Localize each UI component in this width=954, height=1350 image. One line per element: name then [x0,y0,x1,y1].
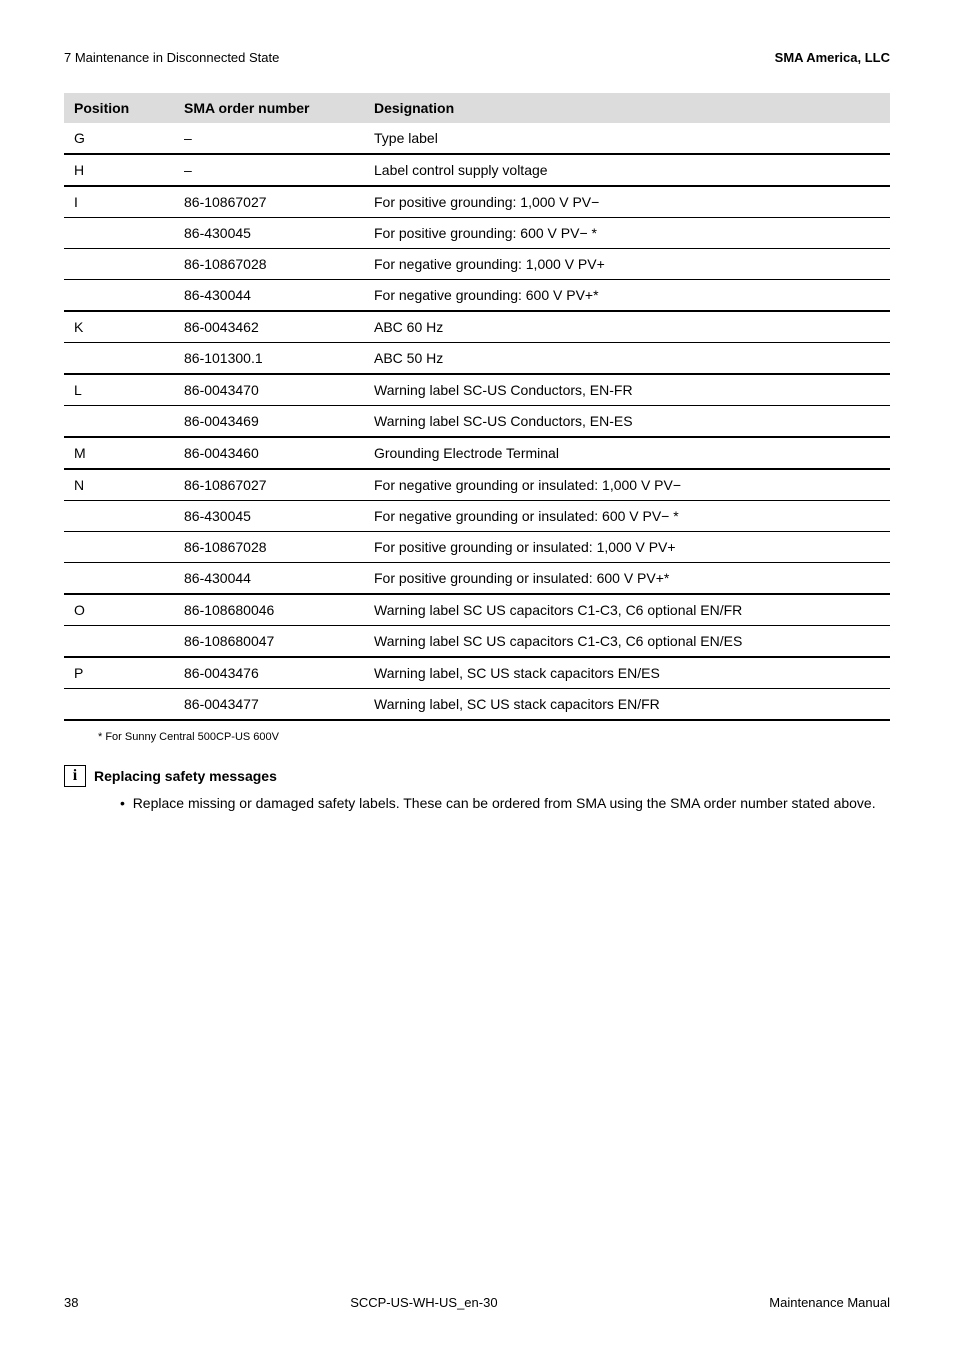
cell-desig: ABC 50 Hz [364,343,890,375]
footer-doc: SCCP-US-WH-US_en-30 [350,1295,497,1310]
info-bullet: • Replace missing or damaged safety labe… [120,793,890,813]
footer-page: 38 [64,1295,78,1310]
cell-order: 86-0043460 [174,437,364,469]
table-row: L86-0043470Warning label SC-US Conductor… [64,374,890,406]
cell-pos [64,563,174,595]
table-row: O86-108680046Warning label SC US capacit… [64,594,890,626]
cell-desig: For negative grounding: 1,000 V PV+ [364,249,890,280]
info-bullet-text: Replace missing or damaged safety labels… [133,795,876,811]
table-row: M86-0043460Grounding Electrode Terminal [64,437,890,469]
table-row: 86-10867028For positive grounding or ins… [64,532,890,563]
table-row: P86-0043476Warning label, SC US stack ca… [64,657,890,689]
cell-order: 86-108680047 [174,626,364,658]
table-row: K86-0043462ABC 60 Hz [64,311,890,343]
cell-order: 86-10867027 [174,186,364,218]
cell-desig: Warning label, SC US stack capacitors EN… [364,689,890,721]
cell-desig: Grounding Electrode Terminal [364,437,890,469]
cell-desig: Warning label SC US capacitors C1-C3, C6… [364,626,890,658]
cell-order: 86-430045 [174,218,364,249]
cell-desig: For positive grounding: 600 V PV− * [364,218,890,249]
col-designation: Designation [364,93,890,123]
info-heading: i Replacing safety messages [64,765,890,787]
cell-pos: P [64,657,174,689]
table-row: 86-101300.1ABC 50 Hz [64,343,890,375]
cell-desig: For positive grounding or insulated: 1,0… [364,532,890,563]
cell-desig: For negative grounding or insulated: 1,0… [364,469,890,501]
page-footer: 38 SCCP-US-WH-US_en-30 Maintenance Manua… [64,1295,890,1310]
cell-pos [64,626,174,658]
table-row: 86-0043477Warning label, SC US stack cap… [64,689,890,721]
cell-pos [64,280,174,312]
cell-order: 86-0043462 [174,311,364,343]
cell-pos [64,689,174,721]
cell-pos [64,249,174,280]
cell-order: 86-101300.1 [174,343,364,375]
cell-pos [64,343,174,375]
cell-order: 86-108680046 [174,594,364,626]
info-title: Replacing safety messages [94,768,277,784]
table-row: 86-0043469Warning label SC-US Conductors… [64,406,890,438]
cell-desig: Label control supply voltage [364,154,890,186]
cell-pos [64,501,174,532]
page-header: 7 Maintenance in Disconnected State SMA … [64,50,890,65]
cell-desig: Warning label SC-US Conductors, EN-FR [364,374,890,406]
table-footnote: * For Sunny Central 500CP-US 600V [98,731,890,743]
cell-pos [64,218,174,249]
info-icon: i [64,765,86,787]
cell-order: 86-0043470 [174,374,364,406]
cell-pos: L [64,374,174,406]
cell-order: 86-0043469 [174,406,364,438]
cell-order: 86-10867028 [174,532,364,563]
cell-desig: For positive grounding or insulated: 600… [364,563,890,595]
cell-pos: H [64,154,174,186]
cell-pos: N [64,469,174,501]
cell-desig: Warning label, SC US stack capacitors EN… [364,657,890,689]
cell-order: – [174,123,364,154]
cell-order: 86-10867028 [174,249,364,280]
cell-desig: For negative grounding or insulated: 600… [364,501,890,532]
cell-desig: For positive grounding: 1,000 V PV− [364,186,890,218]
table-row: 86-108680047Warning label SC US capacito… [64,626,890,658]
table-row: 86-430044For negative grounding: 600 V P… [64,280,890,312]
cell-order: – [174,154,364,186]
cell-pos: O [64,594,174,626]
col-position: Position [64,93,174,123]
cell-order: 86-430045 [174,501,364,532]
cell-pos [64,532,174,563]
cell-order: 86-10867027 [174,469,364,501]
table-row: N86-10867027For negative grounding or in… [64,469,890,501]
table-row: 86-430044For positive grounding or insul… [64,563,890,595]
table-row: 86-430045For negative grounding or insul… [64,501,890,532]
cell-pos: I [64,186,174,218]
footer-kind: Maintenance Manual [769,1295,890,1310]
header-company: SMA America, LLC [775,50,890,65]
cell-order: 86-0043476 [174,657,364,689]
cell-desig: Warning label SC US capacitors C1-C3, C6… [364,594,890,626]
table-header-row: Position SMA order number Designation [64,93,890,123]
table-row: 86-10867028For negative grounding: 1,000… [64,249,890,280]
cell-desig: Type label [364,123,890,154]
table-row: G–Type label [64,123,890,154]
cell-order: 86-430044 [174,280,364,312]
cell-pos [64,406,174,438]
cell-pos: K [64,311,174,343]
cell-order: 86-0043477 [174,689,364,721]
table-body: G–Type labelH–Label control supply volta… [64,123,890,720]
cell-desig: ABC 60 Hz [364,311,890,343]
col-order: SMA order number [174,93,364,123]
cell-pos: M [64,437,174,469]
table-row: H–Label control supply voltage [64,154,890,186]
cell-desig: Warning label SC-US Conductors, EN-ES [364,406,890,438]
cell-desig: For negative grounding: 600 V PV+* [364,280,890,312]
cell-order: 86-430044 [174,563,364,595]
table-row: 86-430045For positive grounding: 600 V P… [64,218,890,249]
spec-table: Position SMA order number Designation G–… [64,93,890,721]
cell-pos: G [64,123,174,154]
table-row: I86-10867027For positive grounding: 1,00… [64,186,890,218]
header-section: 7 Maintenance in Disconnected State [64,50,279,65]
